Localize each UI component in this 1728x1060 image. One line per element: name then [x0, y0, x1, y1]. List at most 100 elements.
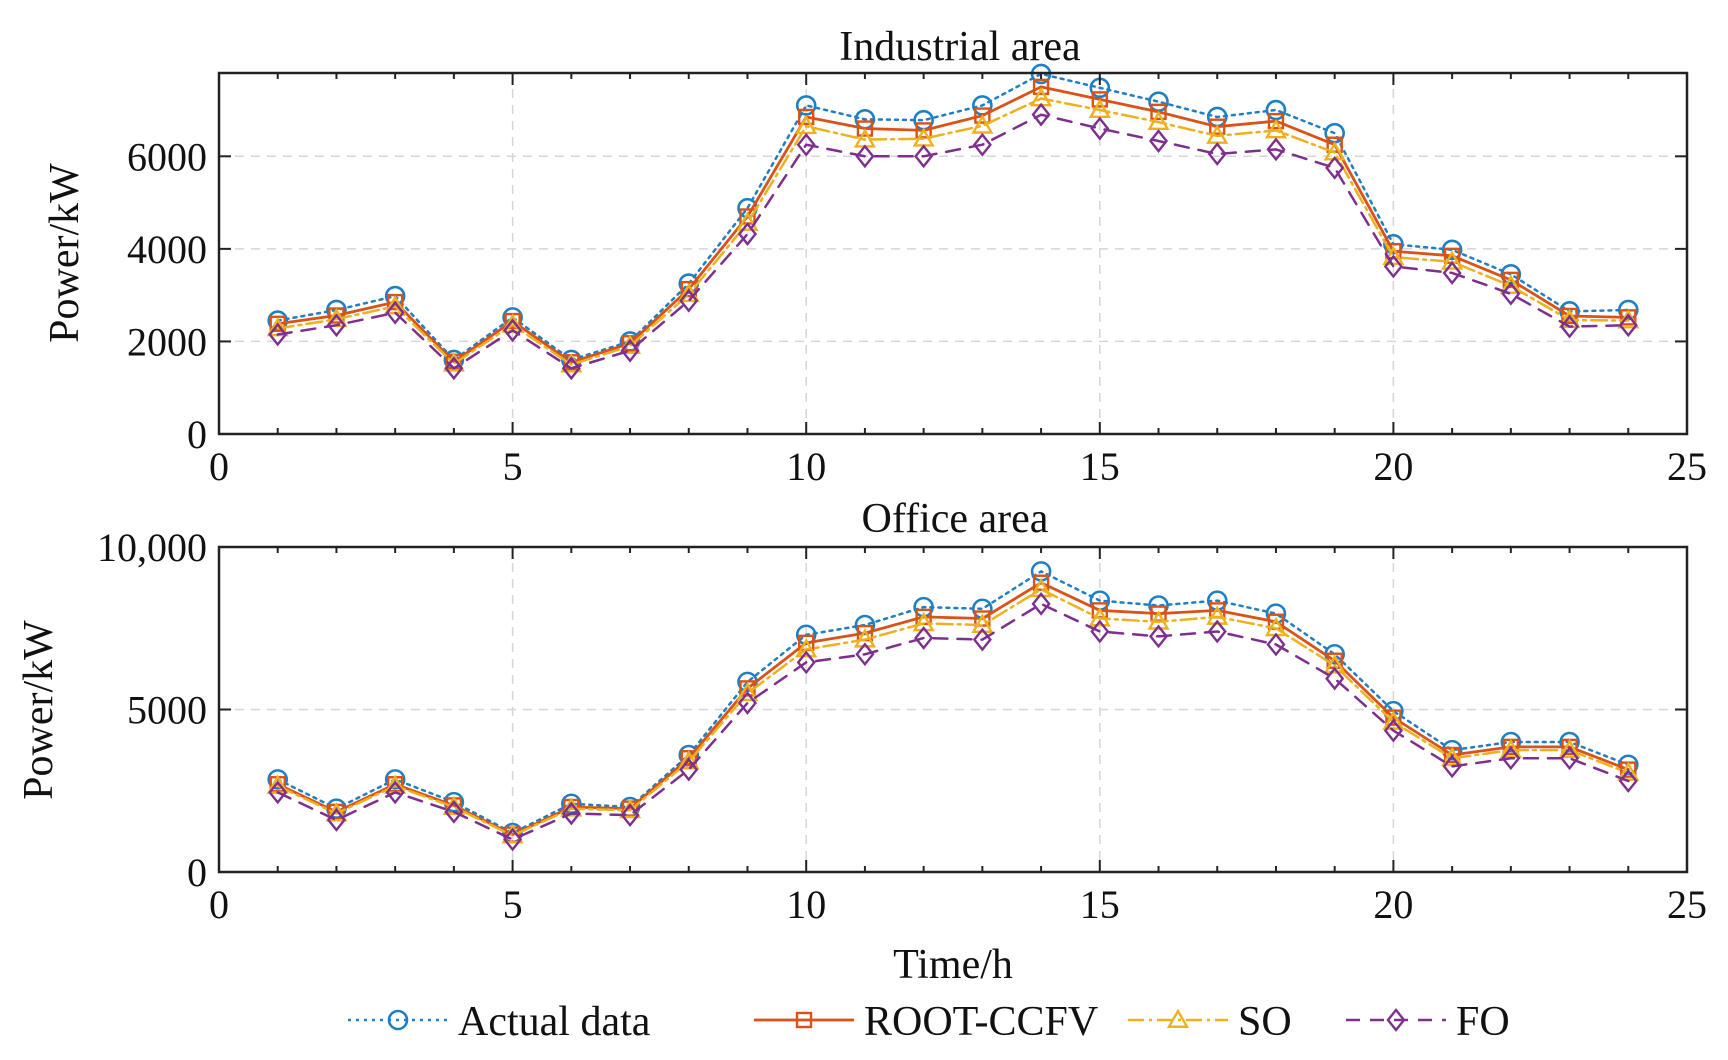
panel-industrial-area: Industrial area 0 5 10 15 20 250200040006000 … — [42, 24, 1707, 489]
plot-frame-office — [217, 545, 1689, 874]
data-point-fo — [1207, 142, 1227, 166]
data-point-so — [677, 282, 700, 303]
data-point-fo — [1266, 137, 1286, 162]
data-point-fo — [444, 356, 464, 381]
data-point-so — [1382, 245, 1405, 266]
data-point-fo — [268, 780, 288, 805]
x-tick-label: 0 — [209, 444, 229, 489]
x-tick-label: 25 — [1667, 882, 1707, 927]
data-point-so — [1264, 118, 1288, 139]
y-tick-label: 6000 — [127, 134, 207, 179]
x-tick-label: 5 — [503, 444, 523, 489]
data-point-so — [1441, 250, 1464, 270]
data-point-fo — [326, 313, 346, 338]
data-point-fo — [737, 691, 758, 715]
data-point-fo — [503, 827, 523, 852]
data-point-fo — [444, 799, 464, 824]
grid-industrial — [219, 73, 1687, 434]
data-point-actual-data — [1500, 731, 1522, 753]
legend-label: FO — [1456, 999, 1510, 1045]
data-point-so — [1323, 654, 1346, 674]
data-point-fo — [855, 144, 875, 169]
legend-item-actual-data: Actual data — [348, 999, 651, 1045]
data-point-root-ccfv — [1150, 103, 1167, 121]
y-tick-label: 10,000 — [97, 525, 207, 570]
data-point-so — [971, 114, 994, 134]
data-point-fo — [326, 808, 346, 832]
series-line-actual-data — [276, 72, 1630, 362]
data-point-fo — [1148, 129, 1169, 153]
plot-frame-industrial — [217, 71, 1689, 436]
data-point-fo — [1090, 116, 1110, 141]
data-point-so — [325, 802, 348, 822]
data-point-fo — [1383, 718, 1403, 743]
data-point-root-ccfv — [915, 122, 932, 139]
x-tick-label: 5 — [503, 882, 523, 927]
y-tick-label: 0 — [187, 412, 207, 457]
x-tick-label: 10 — [786, 882, 826, 927]
data-point-root-ccfv — [1032, 78, 1050, 96]
x-tick-label: 15 — [1080, 882, 1120, 927]
data-point-so — [971, 613, 994, 633]
data-point-fo — [679, 757, 699, 782]
data-point-actual-data — [384, 769, 406, 790]
data-point-so — [677, 750, 700, 770]
data-point-fo — [1560, 746, 1580, 771]
data-point-so — [1441, 746, 1464, 767]
data-point-fo — [737, 222, 758, 246]
y-tick-label: 2000 — [127, 319, 207, 364]
x-tick-label: 25 — [1667, 444, 1707, 489]
data-point-fo — [620, 803, 640, 828]
series-line-root-ccfv — [276, 581, 1630, 836]
data-point-root-ccfv — [269, 315, 286, 333]
data-point-root-ccfv — [1209, 118, 1226, 135]
series-line-fo — [276, 602, 1630, 841]
series-line-so — [276, 97, 1630, 366]
data-point-fo — [914, 626, 934, 650]
data-point-root-ccfv — [680, 280, 697, 298]
x-axis-label-office: Time/h — [893, 942, 1013, 988]
data-point-so — [736, 681, 759, 702]
data-point-fo — [1325, 155, 1345, 180]
data-point-fo — [1442, 754, 1462, 779]
y-tick-label: 4000 — [127, 227, 207, 272]
data-point-actual-data — [678, 744, 700, 766]
data-point-fo — [914, 144, 934, 169]
data-point-fo — [855, 642, 875, 667]
data-point-so — [736, 211, 759, 231]
data-point-root-ccfv — [1502, 271, 1520, 289]
data-point-root-ccfv — [1091, 91, 1109, 108]
data-point-fo — [1031, 102, 1051, 127]
y-axis-label-industrial: Power/kW — [42, 163, 88, 343]
chart-title-industrial: Industrial area — [839, 24, 1081, 70]
data-point-actual-data — [1617, 299, 1639, 321]
data-point-fo — [679, 288, 699, 313]
data-point-so — [1030, 577, 1053, 598]
data-point-fo — [561, 801, 581, 826]
legend-marker-circle-icon — [387, 1009, 409, 1031]
data-point-actual-data — [795, 95, 817, 116]
data-point-so — [1382, 710, 1405, 730]
series-line-root-ccfv — [276, 85, 1630, 364]
data-point-fo — [1031, 591, 1051, 616]
data-point-fo — [1325, 666, 1345, 691]
legend-item-fo: FO — [1346, 999, 1510, 1045]
legend-label: ROOT-CCFV — [864, 999, 1098, 1045]
data-point-fo — [385, 780, 405, 805]
x-tick-label: 0 — [209, 882, 229, 927]
chart-title-office: Office area — [862, 496, 1049, 542]
panel-office-area: Office area 0 5 10 15 20 25 0 5000 10,000 Power/… — [16, 496, 1707, 988]
data-point-fo — [1207, 619, 1227, 644]
data-point-fo — [1501, 746, 1521, 771]
data-point-so — [1147, 610, 1170, 630]
data-point-root-ccfv — [856, 120, 874, 137]
y-axis-label-office: Power/kW — [16, 620, 62, 800]
data-point-fo — [1148, 624, 1169, 649]
data-point-so — [1088, 607, 1111, 627]
data-point-fo — [1266, 632, 1286, 657]
data-point-root-ccfv — [1267, 112, 1285, 130]
data-point-root-ccfv — [1032, 574, 1050, 591]
x-tick-label: 20 — [1373, 882, 1413, 927]
data-point-root-ccfv — [974, 107, 991, 124]
